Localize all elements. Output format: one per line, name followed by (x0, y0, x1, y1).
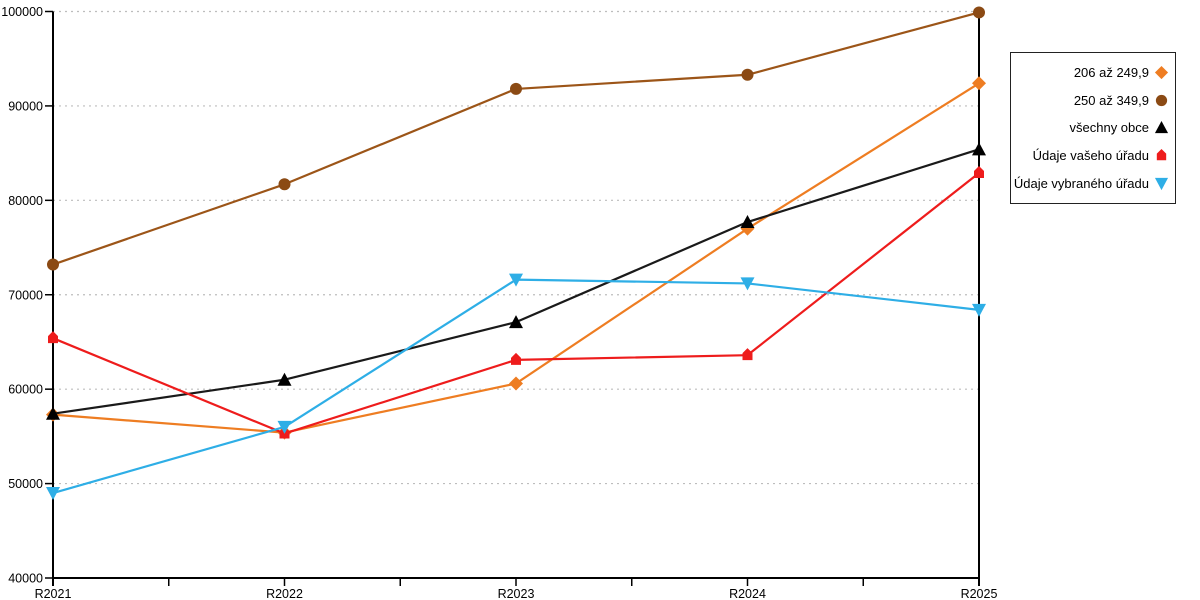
data-point-marker (741, 68, 754, 81)
data-point-marker (972, 76, 986, 91)
y-tick-label: 70000 (8, 288, 43, 302)
x-tick-labels: R2021 R2022 R2023 R2024 R2025 (35, 578, 998, 600)
data-point-marker (740, 277, 755, 291)
legend-label: Údaje vašeho úřadu (1032, 148, 1149, 164)
series-line (52, 11, 980, 266)
legend-item: Údaje vybraného úřadu (1011, 176, 1175, 191)
data-point-marker (972, 142, 986, 156)
data-point-marker (46, 406, 60, 420)
series-1 (47, 6, 985, 271)
triangle-down-marker-icon (1154, 177, 1169, 190)
y-tick-label: 50000 (8, 477, 43, 491)
legend-label: 250 až 349,9 (1073, 92, 1149, 108)
legend-marker-shape (1155, 94, 1168, 107)
data-point-marker (278, 178, 291, 191)
legend-marker-shape (1154, 66, 1169, 80)
x-tick-label: R2022 (266, 587, 303, 600)
data-point-marker (509, 376, 523, 391)
legend-label: všechny obce (1069, 120, 1150, 136)
circle-marker-icon (1155, 94, 1168, 107)
chart-legend: 206 až 249,9 250 až 349,9 všechny obce Ú… (1010, 52, 1176, 204)
legend-item: 206 až 249,9 (1011, 65, 1175, 80)
legend-marker-shape (1154, 177, 1169, 190)
axes (52, 11, 980, 586)
data-point-marker (277, 372, 292, 386)
y-tick-labels: 40000 50000 60000 70000 80000 90000 100000 (1, 5, 53, 586)
y-tick-label: 90000 (8, 99, 43, 113)
legend-marker-shape (1154, 121, 1169, 134)
data-point-marker (742, 348, 753, 361)
legend-item: 250 až 349,9 (1011, 93, 1175, 108)
legend-label: 206 až 249,9 (1073, 65, 1149, 81)
data-point-marker (511, 352, 521, 365)
x-tick-label: R2025 (961, 587, 998, 600)
data-point-marker (974, 165, 984, 178)
diamond-marker-icon (1154, 66, 1169, 80)
legend-label: Údaje vybraného úřadu (1013, 175, 1149, 191)
triangle-up-marker-icon (1154, 121, 1169, 134)
legend-item: všechny obce (1011, 120, 1175, 135)
legend-marker-shape (1156, 149, 1167, 161)
series-2 (46, 142, 986, 420)
data-point-marker (740, 215, 755, 229)
data-point-marker (973, 6, 985, 19)
series-4 (46, 273, 986, 501)
series-line (52, 172, 980, 435)
pentagon-marker-icon (1156, 149, 1167, 161)
x-tick-label: R2021 (35, 587, 72, 600)
y-gridlines (53, 10, 979, 485)
data-point-marker (46, 487, 60, 501)
data-point-marker (972, 303, 986, 317)
series-3 (48, 165, 984, 439)
data-point-marker (509, 273, 523, 287)
data-point-marker (277, 420, 292, 434)
data-point-marker (509, 315, 523, 329)
data-point-marker (47, 258, 59, 271)
legend-item: Údaje vašeho úřadu (1011, 148, 1175, 163)
x-tick-label: R2024 (729, 587, 766, 600)
x-tick-label: R2023 (498, 587, 535, 600)
y-tick-label: 60000 (8, 383, 43, 397)
data-point-marker (48, 331, 58, 344)
y-tick-label: 100000 (1, 5, 43, 19)
series-0 (46, 76, 986, 440)
data-point-marker (510, 82, 522, 95)
y-tick-label: 40000 (8, 572, 43, 586)
y-tick-label: 80000 (8, 194, 43, 208)
